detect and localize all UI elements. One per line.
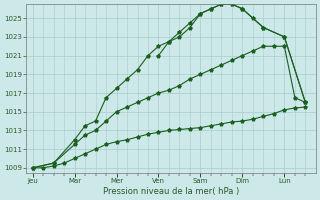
X-axis label: Pression niveau de la mer( hPa ): Pression niveau de la mer( hPa ) <box>103 187 239 196</box>
